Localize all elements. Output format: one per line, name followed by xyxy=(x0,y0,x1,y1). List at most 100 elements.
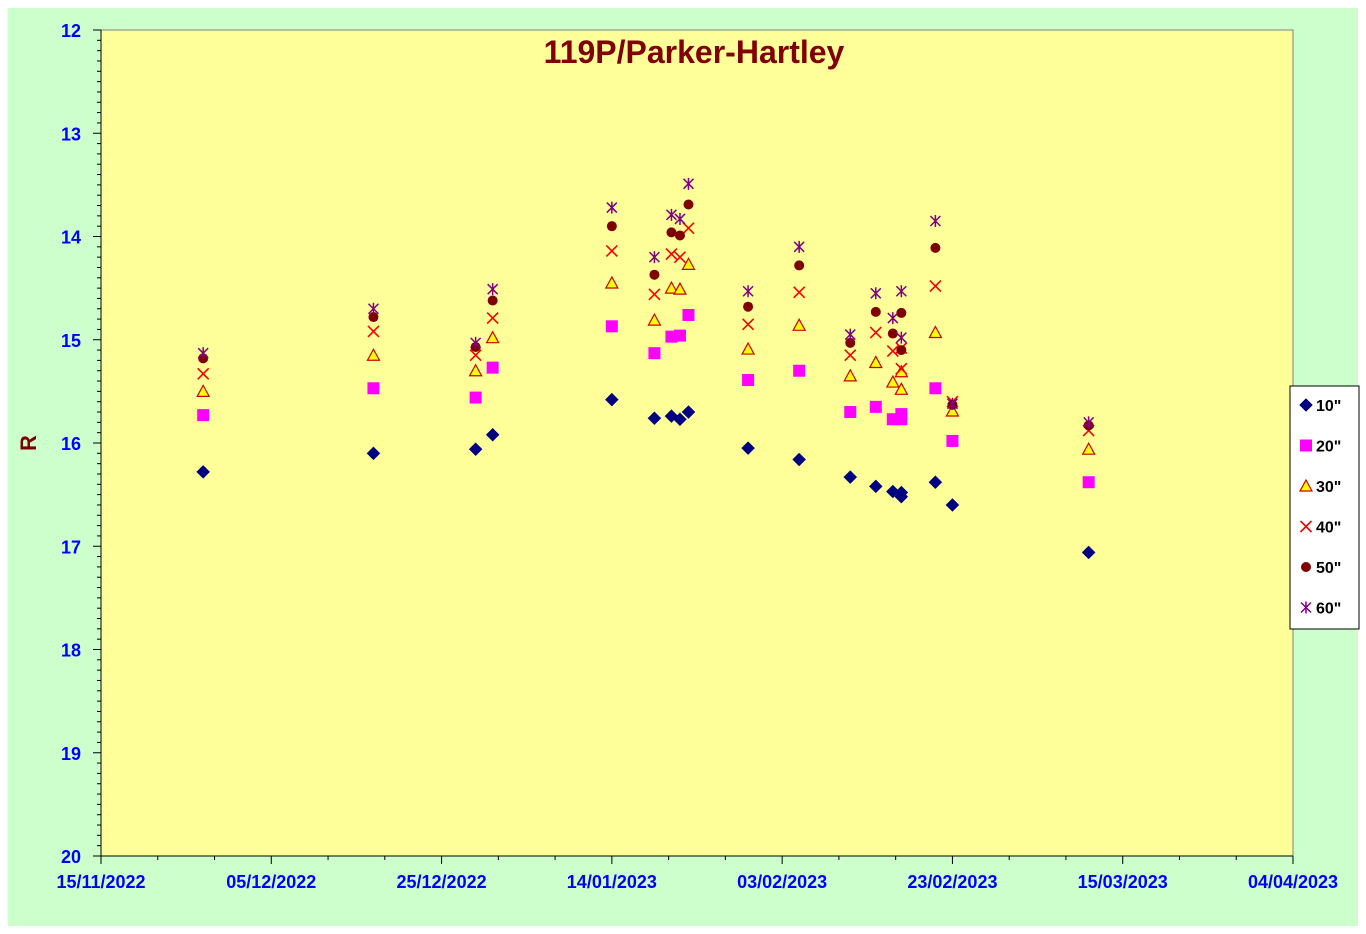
y-tick-label: 17 xyxy=(61,537,81,557)
data-point xyxy=(885,374,900,388)
data-point xyxy=(606,201,618,214)
data-point xyxy=(605,244,618,258)
data-point xyxy=(896,345,907,356)
data-point xyxy=(367,302,379,315)
data-point xyxy=(1082,476,1095,489)
x-tick-label: 15/03/2023 xyxy=(1078,872,1168,892)
data-point xyxy=(469,349,482,362)
series-6 xyxy=(197,177,1095,429)
data-point xyxy=(674,230,685,241)
y-tick-label: 15 xyxy=(61,331,81,351)
data-point xyxy=(845,337,856,348)
data-point xyxy=(895,362,908,375)
data-point xyxy=(648,251,660,264)
data-point xyxy=(468,442,483,457)
data-point xyxy=(929,215,941,228)
data-point xyxy=(683,199,694,210)
x-tick-label: 05/12/2022 xyxy=(226,872,316,892)
data-point xyxy=(1083,416,1095,429)
data-point xyxy=(896,307,907,318)
data-point xyxy=(366,347,381,361)
data-point xyxy=(196,384,211,397)
data-point xyxy=(868,479,883,494)
data-point xyxy=(928,475,943,490)
data-point xyxy=(885,484,900,499)
data-point xyxy=(197,409,210,422)
x-tick-label: 15/11/2022 xyxy=(56,872,145,892)
y-tick-label: 12 xyxy=(61,21,81,41)
data-point xyxy=(486,361,499,374)
data-point xyxy=(666,227,677,238)
data-point xyxy=(665,208,677,221)
legend-marker xyxy=(1300,439,1312,452)
data-point xyxy=(930,242,941,253)
data-point xyxy=(844,328,856,341)
legend-label: 50" xyxy=(1316,560,1341,577)
x-tick-label: 04/04/2023 xyxy=(1248,872,1338,892)
data-point xyxy=(742,374,755,387)
data-point xyxy=(682,177,695,190)
data-point xyxy=(895,331,907,344)
data-point xyxy=(792,452,807,467)
data-point xyxy=(367,382,380,395)
data-point xyxy=(681,257,696,270)
legend-box xyxy=(1289,385,1360,630)
data-point xyxy=(870,287,882,300)
data-point xyxy=(929,279,942,293)
data-point xyxy=(605,320,618,333)
y-tick-label: 19 xyxy=(61,744,81,764)
data-point xyxy=(606,221,617,232)
y-axis-label: R xyxy=(16,435,41,451)
data-point xyxy=(470,336,482,349)
data-point xyxy=(887,312,899,325)
y-tick-label: 13 xyxy=(61,124,81,144)
data-point xyxy=(469,391,482,404)
data-point xyxy=(648,347,661,360)
axes-layer: 12 13 14 15 16 17 18 19 20 15/11/2022 05/12/2022 25… xyxy=(56,21,1338,892)
data-point xyxy=(792,318,807,331)
legend-marker xyxy=(1299,398,1313,412)
data-point xyxy=(487,283,499,296)
data-point xyxy=(485,427,500,442)
legend-label: 30" xyxy=(1316,479,1341,496)
data-point xyxy=(870,306,881,317)
data-point xyxy=(742,285,754,298)
data-point xyxy=(793,240,805,253)
legend-marker xyxy=(1301,562,1311,572)
x-tick-label: 14/01/2023 xyxy=(567,872,657,892)
data-point xyxy=(605,392,619,407)
data-point xyxy=(648,288,661,301)
data-point xyxy=(673,251,687,264)
data-point xyxy=(844,406,857,419)
data-point xyxy=(681,405,696,419)
y-tick-label: 18 xyxy=(61,641,81,661)
plot-layer xyxy=(100,29,1294,857)
data-point xyxy=(742,318,755,331)
data-point xyxy=(928,325,943,339)
series-2 xyxy=(197,308,1095,489)
data-point xyxy=(887,328,898,339)
data-point xyxy=(894,485,909,500)
data-point xyxy=(869,326,882,339)
series-3 xyxy=(196,257,1096,455)
data-point xyxy=(945,403,960,417)
data-point xyxy=(673,329,686,342)
data-point xyxy=(894,382,909,395)
legend-label: 10" xyxy=(1316,398,1341,415)
data-point xyxy=(682,308,695,321)
data-point xyxy=(843,368,858,382)
legend-marker xyxy=(1298,478,1314,492)
legend-marker xyxy=(1299,520,1313,533)
data-point xyxy=(486,312,499,325)
data-point xyxy=(647,312,662,326)
series-1 xyxy=(196,392,1096,560)
data-point xyxy=(674,212,686,225)
data-point xyxy=(197,367,210,380)
data-point xyxy=(741,341,756,355)
x-tick-label: 25/12/2022 xyxy=(397,872,487,892)
data-point xyxy=(649,269,660,280)
data-point xyxy=(1081,441,1096,455)
marks-layer xyxy=(196,177,1096,560)
data-point xyxy=(665,247,678,261)
